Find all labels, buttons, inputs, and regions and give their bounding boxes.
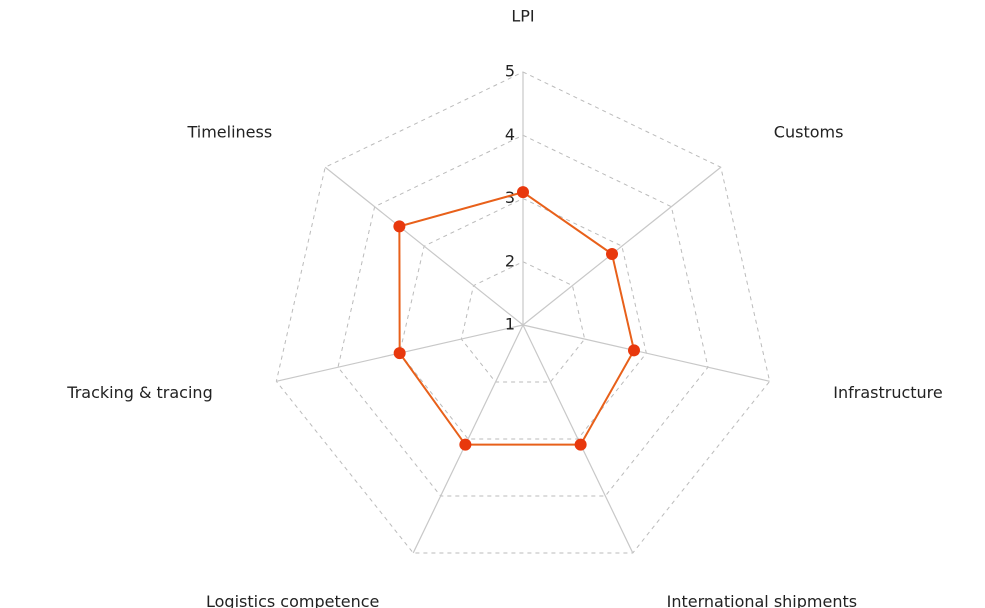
- category-label: Logistics competence: [206, 592, 379, 608]
- data-point: [393, 220, 406, 233]
- data-point: [393, 347, 406, 360]
- category-label: Timeliness: [186, 122, 272, 141]
- category-label: International shipments: [667, 592, 857, 608]
- grid-line: [275, 71, 771, 554]
- data-point: [517, 186, 529, 199]
- axis-line: [324, 166, 524, 326]
- grid-line: [399, 197, 647, 440]
- y-tick-label: 4: [505, 125, 515, 144]
- category-label: Infrastructure: [833, 383, 942, 402]
- axis-line: [522, 324, 634, 554]
- axis-line: [522, 324, 770, 382]
- y-tick-label: 1: [505, 315, 515, 334]
- data-point: [574, 438, 587, 451]
- axis-line: [522, 166, 722, 326]
- grid-line: [460, 261, 586, 383]
- y-tick-label: 5: [505, 62, 515, 81]
- data-point: [627, 344, 640, 357]
- data-line: [398, 191, 636, 446]
- category-label: Tracking & tracing: [66, 383, 212, 402]
- category-label: LPI: [511, 7, 534, 26]
- axis-line: [412, 324, 524, 554]
- data-point: [459, 438, 472, 451]
- data-point: [606, 248, 619, 261]
- y-tick-label: 2: [505, 251, 515, 270]
- y-tick-label: 3: [505, 188, 515, 207]
- grid-line: [337, 134, 709, 497]
- category-label: Customs: [774, 122, 844, 141]
